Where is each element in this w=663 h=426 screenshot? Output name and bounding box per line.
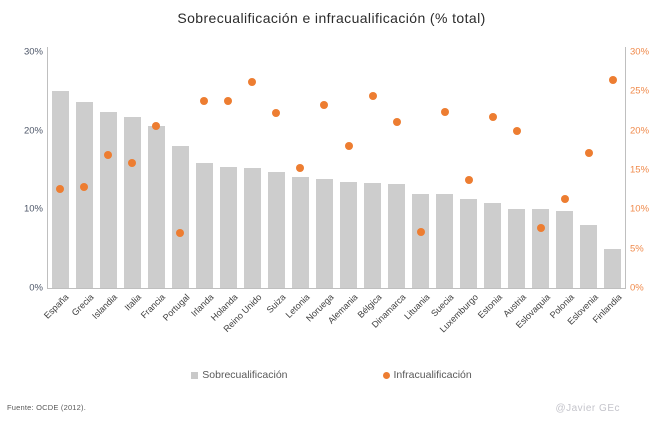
data-point-dot — [464, 176, 473, 185]
data-point-dot — [440, 107, 449, 116]
author-credit: @Javier GEc — [555, 403, 620, 414]
y-axis-tick-right: 25% — [630, 85, 650, 97]
bar — [388, 184, 406, 288]
legend-label: Infracualificación — [393, 369, 472, 381]
data-point-dot — [176, 228, 185, 237]
data-point-dot — [80, 183, 89, 192]
data-point-dot — [248, 77, 257, 86]
bar — [243, 167, 261, 288]
y-axis-tick-right: 5% — [630, 243, 644, 255]
data-point-dot — [416, 228, 425, 237]
data-point-dot — [560, 195, 569, 204]
data-point-dot — [392, 118, 401, 126]
bar — [267, 171, 285, 288]
bar — [532, 209, 550, 288]
bar-series-swatch-icon — [191, 371, 199, 379]
data-point-dot — [200, 96, 209, 105]
bar — [291, 177, 309, 288]
dot-series-swatch-icon — [382, 371, 390, 379]
bar — [484, 203, 502, 288]
bar — [460, 199, 478, 288]
bar — [99, 111, 117, 288]
y-axis-tick-right: 0% — [630, 282, 644, 294]
y-axis-tick-right: 30% — [630, 46, 650, 58]
x-axis-label-text: Italia — [122, 292, 144, 313]
x-axis-label-text: España — [42, 292, 72, 321]
data-point-dot — [344, 142, 353, 151]
data-point-dot — [512, 126, 521, 135]
legend-item-sobrecualificacion: Sobrecualificación — [191, 369, 288, 381]
y-axis-tick-right: 10% — [630, 203, 650, 215]
y-axis-left-line — [47, 47, 48, 288]
data-point-dot — [272, 108, 281, 117]
x-axis-label-text: Islandia — [90, 292, 120, 322]
y-axis-tick-left: 0% — [29, 282, 43, 294]
bar — [604, 249, 622, 288]
bar — [147, 125, 165, 288]
bar — [340, 181, 358, 288]
bar — [75, 101, 93, 288]
y-axis-tick-left: 10% — [23, 203, 43, 215]
data-point-dot — [536, 224, 545, 233]
data-point-dot — [56, 184, 65, 193]
bar — [508, 209, 526, 288]
data-point-dot — [224, 96, 233, 105]
y-axis-right-line — [625, 47, 626, 288]
data-point-dot — [608, 76, 617, 85]
legend-label: Sobrecualificación — [202, 369, 288, 381]
source-note: Fuente: OCDE (2012). — [7, 403, 87, 412]
legend-item-infracualificacion: Infracualificación — [382, 369, 472, 381]
data-point-dot — [584, 149, 593, 158]
bar — [580, 225, 598, 288]
x-axis-label-text: Lituania — [402, 292, 432, 322]
bar — [195, 162, 213, 288]
chart-title: Sobrecualificación e infracualificación … — [177, 10, 486, 26]
data-point-dot — [488, 113, 497, 122]
bar — [364, 182, 382, 288]
y-axis-tick-left: 20% — [23, 125, 43, 137]
bar — [219, 166, 237, 288]
x-axis-line — [47, 288, 626, 289]
y-axis-tick-left: 30% — [23, 46, 43, 58]
bar — [556, 210, 574, 288]
bar — [436, 194, 454, 288]
data-point-dot — [152, 121, 161, 130]
data-point-dot — [104, 151, 113, 160]
data-point-dot — [368, 92, 377, 101]
y-axis-tick-right: 15% — [630, 164, 650, 176]
bar — [171, 146, 189, 288]
bar — [412, 193, 430, 288]
legend: Sobrecualificación Infracualificación — [0, 369, 663, 381]
bar — [123, 116, 141, 288]
bar — [315, 178, 333, 288]
y-axis-tick-right: 20% — [630, 125, 650, 137]
x-axis-label-text: Estonia — [475, 292, 504, 321]
data-point-dot — [128, 158, 137, 167]
data-point-dot — [296, 164, 305, 173]
data-point-dot — [320, 101, 329, 110]
